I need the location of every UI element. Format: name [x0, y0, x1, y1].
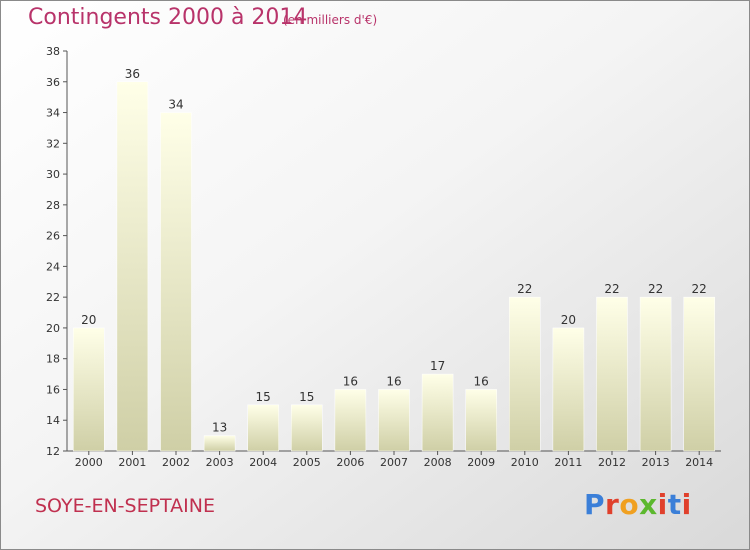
- data-label: 22: [604, 282, 619, 296]
- x-tick-label: 2012: [598, 456, 626, 469]
- x-tick-label: 2002: [162, 456, 190, 469]
- bar: [160, 112, 192, 452]
- bar: [334, 389, 367, 452]
- data-label: 16: [386, 374, 401, 388]
- y-tick-label: 16: [46, 383, 60, 396]
- y-tick-label: 20: [46, 322, 60, 335]
- logo-letter: i: [681, 488, 692, 521]
- x-tick-label: 2014: [685, 456, 713, 469]
- data-label: 15: [299, 390, 314, 404]
- x-tick-label: 2011: [554, 456, 582, 469]
- data-label: 17: [430, 359, 445, 373]
- data-label: 13: [212, 421, 227, 435]
- bar: [247, 404, 279, 452]
- data-label: 22: [648, 282, 663, 296]
- y-tick-label: 32: [46, 137, 60, 150]
- bar: [683, 296, 715, 452]
- y-tick-label: 34: [46, 107, 60, 120]
- y-tick-label: 22: [46, 291, 60, 304]
- data-label: 36: [125, 67, 140, 81]
- y-tick-label: 18: [46, 353, 60, 366]
- data-label: 34: [168, 98, 183, 112]
- bar: [509, 296, 541, 452]
- chart-title: Contingents 2000 à 2014: [28, 5, 308, 30]
- x-tick-label: 2007: [380, 456, 408, 469]
- x-tick-label: 2004: [249, 456, 277, 469]
- y-tick-label: 36: [46, 76, 60, 89]
- bar: [552, 327, 585, 452]
- data-label: 22: [517, 282, 532, 296]
- logo-letter: P: [584, 488, 606, 521]
- bar: [73, 327, 105, 452]
- bar: [203, 435, 236, 452]
- chart-subtitle: (en milliers d'€): [283, 13, 378, 27]
- x-tick-label: 2001: [118, 456, 146, 469]
- bar: [639, 296, 672, 452]
- data-label: 22: [692, 282, 707, 296]
- proxiti-logo[interactable]: Proxiti: [584, 488, 692, 521]
- bar: [421, 373, 454, 452]
- y-tick-label: 24: [46, 260, 60, 273]
- data-label: 20: [81, 313, 96, 327]
- y-tick-label: 38: [46, 45, 60, 58]
- y-tick-label: 14: [46, 414, 60, 427]
- data-label: 16: [343, 374, 358, 388]
- x-tick-label: 2000: [75, 456, 103, 469]
- x-tick-label: 2008: [424, 456, 452, 469]
- x-tick-label: 2006: [336, 456, 364, 469]
- y-tick-label: 12: [46, 445, 60, 458]
- data-label: 15: [256, 390, 271, 404]
- logo-letter: i: [657, 488, 668, 521]
- x-tick-label: 2009: [467, 456, 495, 469]
- y-tick-label: 28: [46, 199, 60, 212]
- commune-name: SOYE-EN-SEPTAINE: [35, 495, 215, 517]
- logo-letter: t: [667, 488, 682, 521]
- bar: [596, 296, 628, 452]
- x-tick-label: 2003: [206, 456, 234, 469]
- y-tick-label: 30: [46, 168, 60, 181]
- logo-letter: o: [619, 488, 640, 521]
- x-tick-label: 2010: [511, 456, 539, 469]
- bar: [378, 389, 410, 452]
- x-tick-label: 2005: [293, 456, 321, 469]
- data-label: 20: [561, 313, 576, 327]
- x-tick-label: 2013: [642, 456, 670, 469]
- data-label: 16: [474, 374, 489, 388]
- bar: [116, 81, 149, 452]
- bar: [465, 389, 497, 452]
- logo-letter: x: [639, 488, 658, 521]
- y-tick-label: 26: [46, 230, 60, 243]
- bar: [291, 404, 323, 452]
- logo-letter: r: [605, 488, 620, 521]
